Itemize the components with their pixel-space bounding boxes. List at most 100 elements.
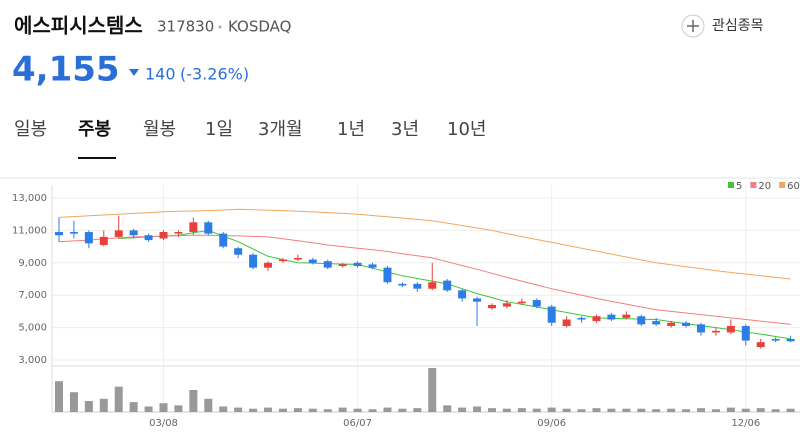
- volume-bar: [711, 409, 720, 412]
- legend-swatch: [728, 182, 734, 188]
- volume-bar: [726, 407, 735, 412]
- volume-bar: [428, 368, 437, 412]
- candle-body: [756, 342, 765, 348]
- candle-body: [129, 230, 138, 236]
- candle-body: [667, 322, 676, 326]
- candle-body: [532, 300, 541, 307]
- x-tick-label: 09/06: [537, 418, 566, 429]
- candle-body: [55, 232, 63, 236]
- volume-bar: [637, 408, 646, 412]
- candle-body: [69, 232, 78, 234]
- volume-bar: [532, 408, 541, 412]
- tab[interactable]: 일봉: [14, 119, 47, 140]
- candle-body: [144, 235, 153, 241]
- separator: [218, 25, 222, 29]
- market: KOSDAQ: [228, 18, 291, 36]
- legend-label: 20: [758, 181, 771, 192]
- tab[interactable]: 월봉: [143, 119, 176, 140]
- volume-bar: [84, 401, 93, 412]
- tab[interactable]: 10년: [447, 119, 486, 140]
- candle-body: [413, 283, 422, 289]
- y-tick-label: 11,000: [12, 225, 47, 236]
- change-rate: (-3.26%): [180, 65, 249, 84]
- candle-body: [652, 321, 661, 325]
- volume-bar: [667, 408, 676, 412]
- candle-body: [308, 259, 317, 263]
- candle-body: [473, 298, 482, 302]
- candle-body: [562, 319, 571, 326]
- y-tick-label: 7,000: [18, 290, 47, 301]
- chart: 3,000 5,000 7,000 9,000 11,000 13,000 03/08 06/…: [12, 181, 800, 429]
- candle-body: [278, 259, 287, 262]
- volume-bar: [547, 407, 556, 412]
- volume-bar: [234, 407, 243, 412]
- volume-bar: [293, 408, 302, 412]
- volume-bar: [264, 407, 273, 412]
- candle-body: [487, 304, 496, 309]
- x-tick-label: 12/06: [731, 418, 760, 429]
- y-tick-label: 3,000: [18, 355, 47, 366]
- down-arrow: [129, 69, 139, 76]
- legend-label: 5: [736, 181, 742, 192]
- candle-body: [338, 264, 347, 267]
- candle-body: [249, 254, 258, 268]
- tab[interactable]: 3개월: [258, 119, 303, 140]
- volume-bar: [592, 408, 601, 412]
- plus-sign: [687, 20, 699, 32]
- candle-body: [264, 262, 273, 268]
- volume-bar: [249, 408, 258, 412]
- price: 4,155: [12, 50, 120, 90]
- volume-bar: [771, 409, 780, 412]
- x-tick-label: 03/08: [149, 418, 178, 429]
- candle-body: [726, 325, 735, 333]
- candle-body: [622, 314, 631, 318]
- tab[interactable]: 3년: [391, 119, 419, 140]
- volume-bar: [696, 408, 705, 412]
- volume-bar: [502, 408, 511, 412]
- tab[interactable]: 1년: [337, 119, 365, 140]
- volume-bar: [622, 408, 631, 412]
- volume-bar: [338, 407, 347, 412]
- volume-bar: [114, 386, 123, 412]
- candle-body: [696, 324, 705, 333]
- stock-name: 에스피시스템스: [14, 14, 143, 38]
- volume-bar: [413, 408, 422, 412]
- volume-bar: [473, 406, 482, 412]
- tab-underline: [78, 157, 116, 159]
- volume-bar: [398, 408, 407, 412]
- tab[interactable]: 1일: [205, 119, 233, 140]
- volume-bar: [144, 406, 153, 412]
- ma-line: [58, 234, 791, 325]
- ma-line: [118, 229, 791, 340]
- y-tick-label: 9,000: [18, 258, 47, 269]
- candle-body: [99, 236, 108, 245]
- legend-swatch: [779, 182, 786, 188]
- candle-body: [682, 322, 691, 326]
- volume-bar: [741, 408, 750, 412]
- volume-bar: [69, 392, 78, 412]
- volume-bar: [55, 381, 63, 412]
- volume-bar: [682, 409, 691, 412]
- candle-body: [771, 338, 780, 341]
- candle-body: [204, 222, 213, 234]
- candle-body: [607, 314, 616, 320]
- change: 140: [145, 65, 176, 84]
- tab[interactable]: 주봉: [78, 119, 111, 140]
- candle-body: [174, 232, 183, 234]
- y-tick-label: 13,000: [12, 193, 47, 204]
- volume-bar: [159, 403, 168, 412]
- volume-bar: [129, 402, 138, 412]
- candle-body: [159, 232, 168, 239]
- candle-body: [458, 290, 467, 299]
- candle-body: [368, 264, 377, 268]
- candle-body: [234, 248, 243, 255]
- volume-bar: [99, 398, 108, 412]
- volume-bar: [786, 408, 795, 412]
- candle-body: [219, 233, 228, 247]
- volume-bar: [189, 390, 198, 412]
- volume-bar: [174, 405, 183, 412]
- candle-body: [398, 283, 407, 286]
- x-tick-label: 06/07: [343, 418, 372, 429]
- watch-button[interactable]: 관심종목: [681, 14, 764, 38]
- watch-label[interactable]: 관심종목: [712, 18, 764, 34]
